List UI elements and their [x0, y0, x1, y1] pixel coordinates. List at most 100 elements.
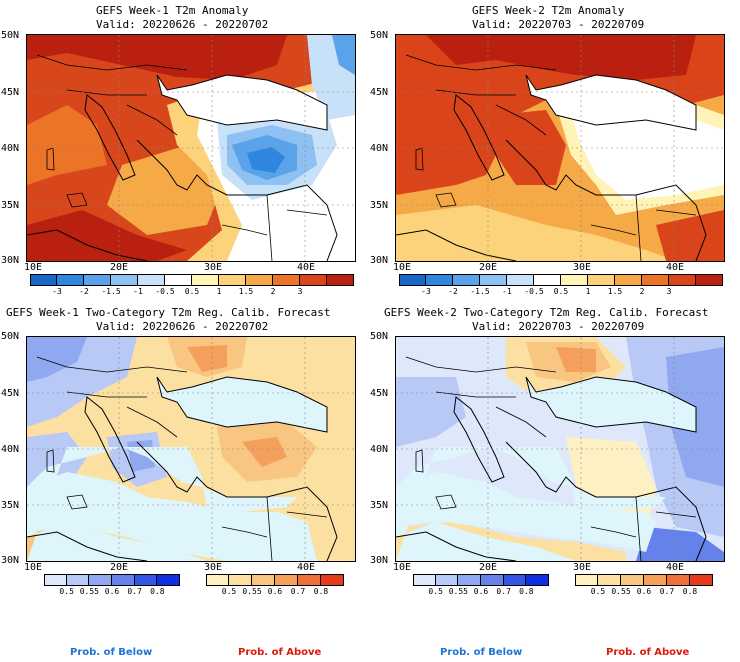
- colorbar-outline: [206, 574, 344, 586]
- prob-below-colorbar: 0.5 0.55 0.6 0.7 0.8: [44, 574, 180, 596]
- colorbar-swatch: [534, 274, 561, 286]
- lon-label: 20E: [110, 262, 129, 273]
- colorbar-swatch: [481, 574, 504, 586]
- colorbar-tick-label: 3: [666, 287, 672, 296]
- panel-title: GEFS Week-2 T2m Anomaly: [472, 4, 625, 17]
- colorbar-swatch: [30, 274, 57, 286]
- colorbar-swatch: [252, 574, 275, 586]
- colorbar-tick-label: 1.5: [238, 287, 254, 296]
- colorbar-swatch: [57, 274, 84, 286]
- lon-label: 40E: [666, 562, 685, 573]
- lat-label: 45N: [370, 388, 389, 399]
- lon-label: 10E: [393, 262, 412, 273]
- prob-below-colorbar: 0.5 0.55 0.6 0.7 0.8: [413, 574, 549, 596]
- lon-label: 20E: [110, 562, 129, 573]
- panel-title: GEFS Week-2 Two-Category T2m Reg. Calib.…: [384, 306, 709, 319]
- lat-label: 35N: [1, 500, 20, 511]
- lat-label: 30N: [1, 555, 20, 566]
- lat-label: 40N: [1, 143, 20, 154]
- colorbar-swatch: [229, 574, 252, 586]
- colorbar-tick-label: 0.6: [473, 587, 489, 596]
- colorbar-tick-label: 3: [297, 287, 303, 296]
- week2-probability-map: [395, 336, 725, 562]
- colorbar-outline: [399, 274, 723, 286]
- lat-label: 35N: [370, 500, 389, 511]
- colorbar-swatch: [84, 274, 111, 286]
- lat-label: 50N: [370, 30, 389, 41]
- week1-anomaly-map: [26, 34, 356, 262]
- lon-label: 20E: [479, 562, 498, 573]
- colorbar-swatch: [669, 274, 696, 286]
- colorbar-swatch: [111, 274, 138, 286]
- colorbar-tick-label: 0.5: [553, 287, 569, 296]
- lon-label: 10E: [24, 562, 43, 573]
- colorbar-tick-label: -3: [52, 287, 62, 296]
- colorbar-swatch: [642, 274, 669, 286]
- colorbar-tick-label: 0.7: [290, 587, 306, 596]
- colorbar-swatch: [300, 274, 327, 286]
- colorbar-swatch: [507, 274, 534, 286]
- colorbar-tick-label: 0.55: [242, 587, 262, 596]
- colorbar-swatch: [192, 274, 219, 286]
- colorbar-swatch: [275, 574, 298, 586]
- prob-above-colorbar: 0.5 0.55 0.6 0.7 0.8: [575, 574, 713, 596]
- colorbar-tick-label: -0.5: [155, 287, 175, 296]
- colorbar-swatch: [399, 274, 426, 286]
- lat-label: 50N: [370, 331, 389, 342]
- colorbar-tick-label: 0.5: [59, 587, 74, 596]
- panel-valid-dates: Valid: 20220626 - 20220702: [96, 320, 269, 333]
- colorbar-tick-label: 0.5: [184, 287, 200, 296]
- colorbar-tick-label: 1: [216, 287, 222, 296]
- panel-valid-dates: Valid: 20220703 - 20220709: [472, 18, 645, 31]
- prob-above-label: Prob. of Above: [606, 647, 690, 658]
- colorbar-tick-label: -1: [502, 287, 512, 296]
- colorbar-tick-label: 0.7: [127, 587, 142, 596]
- colorbar-swatch: [44, 574, 67, 586]
- prob-above-label: Prob. of Above: [238, 647, 322, 658]
- colorbar-tick-label: 0.7: [659, 587, 675, 596]
- colorbar-tick-label: 2: [270, 287, 276, 296]
- lon-label: 40E: [297, 562, 316, 573]
- colorbar-tick-label: 0.5: [428, 587, 443, 596]
- lat-label: 35N: [370, 200, 389, 211]
- lon-label: 20E: [479, 262, 498, 273]
- colorbar-swatch: [667, 574, 690, 586]
- colorbar-outline: [575, 574, 713, 586]
- colorbar-swatch: [219, 274, 246, 286]
- colorbar-tick-label: -1.5: [470, 287, 490, 296]
- lon-label: 30E: [204, 262, 223, 273]
- panel-valid-dates: Valid: 20220703 - 20220709: [472, 320, 645, 333]
- colorbar-swatch: [165, 274, 192, 286]
- lon-label: 30E: [573, 262, 592, 273]
- lat-label: 50N: [1, 331, 20, 342]
- colorbar-swatch: [413, 574, 436, 586]
- colorbar-swatch: [246, 274, 273, 286]
- colorbar-swatch: [426, 274, 453, 286]
- colorbar-outline: [44, 574, 180, 586]
- colorbar-tick-label: 0.6: [104, 587, 120, 596]
- colorbar-swatch: [480, 274, 507, 286]
- colorbar-swatch: [575, 574, 598, 586]
- lat-label: 30N: [370, 255, 389, 266]
- lat-label: 30N: [1, 255, 20, 266]
- week2-anomaly-map: [395, 34, 725, 262]
- colorbar-tick-label: 0.5: [590, 587, 606, 596]
- lat-label: 30N: [370, 555, 389, 566]
- colorbar-swatch: [458, 574, 481, 586]
- colorbar-tick-label: -2: [79, 287, 89, 296]
- colorbar-tick-label: 0.8: [313, 587, 329, 596]
- colorbar-tick-label: 0.7: [496, 587, 511, 596]
- lon-label: 40E: [297, 262, 316, 273]
- week1-probability-map: [26, 336, 356, 562]
- colorbar-tick-label: -1.5: [101, 287, 121, 296]
- colorbar-swatch: [621, 574, 644, 586]
- colorbar-swatch: [112, 574, 135, 586]
- lat-label: 40N: [370, 444, 389, 455]
- colorbar-tick-label: 0.6: [636, 587, 652, 596]
- colorbar-tick-label: -1: [133, 287, 143, 296]
- lon-label: 10E: [393, 562, 412, 573]
- colorbar-swatch: [435, 574, 459, 586]
- colorbar-swatch: [598, 574, 621, 586]
- colorbar-swatch: [644, 574, 667, 586]
- colorbar-swatch: [298, 574, 321, 586]
